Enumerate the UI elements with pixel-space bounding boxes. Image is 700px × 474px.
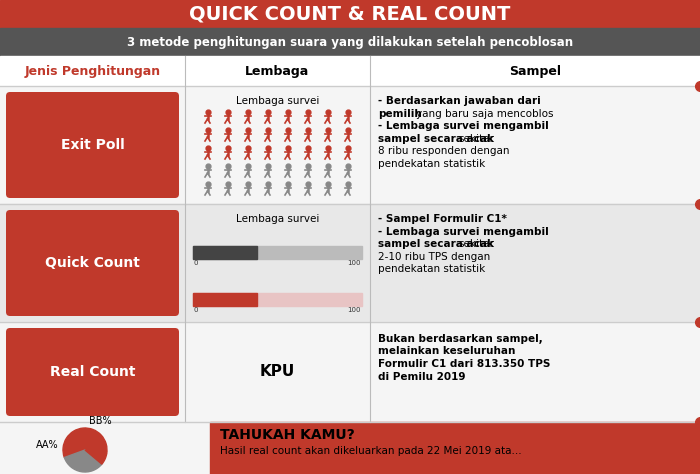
Bar [0,56,700,86]
Text: - Lembaga survei mengambil: - Lembaga survei mengambil [378,227,549,237]
Text: Lembaga survei: Lembaga survei [236,96,319,106]
Text: sampel secara acak: sampel secara acak [378,239,494,249]
Bar [0,322,700,422]
Text: di Pemilu 2019: di Pemilu 2019 [378,372,466,382]
Wedge shape [64,450,102,472]
Text: 8 ribu responden dengan: 8 ribu responden dengan [378,146,510,156]
Text: yang baru saja mencoblos: yang baru saja mencoblos [416,109,554,118]
Bar [0,204,700,322]
Text: Hasil real count akan dikeluarkan pada 22 Mei 2019 ata...: Hasil real count akan dikeluarkan pada 2… [220,446,522,456]
Bar [0,86,700,204]
Bar [0,28,700,56]
Bar [193,246,257,259]
Text: Bukan berdasarkan sampel,: Bukan berdasarkan sampel, [378,334,542,344]
Text: - Sampel Formulir C1*: - Sampel Formulir C1* [378,214,507,224]
Text: sekitar: sekitar [458,239,494,249]
Text: melainkan keseluruhan: melainkan keseluruhan [378,346,515,356]
Text: BB%: BB% [89,416,111,426]
Text: Quick Count: Quick Count [45,256,140,270]
Text: 3 metode penghitungan suara yang dilakukan setelah pencoblosan: 3 metode penghitungan suara yang dilakuk… [127,36,573,48]
Text: 100: 100 [347,260,361,266]
Text: Sampel: Sampel [509,64,561,78]
Text: TAHUKAH KAMU?: TAHUKAH KAMU? [220,428,355,442]
Text: 100: 100 [347,307,361,313]
Text: - Lembaga survei mengambil: - Lembaga survei mengambil [378,121,549,131]
Bar [210,422,700,474]
Bar [193,246,362,259]
Text: 2-10 ribu TPS dengan: 2-10 ribu TPS dengan [378,252,490,262]
Text: sampel secara acak: sampel secara acak [378,134,494,144]
Text: Lembaga: Lembaga [246,64,309,78]
Bar [0,0,700,28]
Text: Exit Poll: Exit Poll [61,138,125,152]
Text: Lembaga survei: Lembaga survei [236,214,319,224]
Text: pemilih: pemilih [378,109,421,118]
FancyBboxPatch shape [6,92,179,198]
Text: AA%: AA% [36,440,59,450]
Text: - Berdasarkan jawaban dari: - Berdasarkan jawaban dari [378,96,540,106]
Text: Formulir C1 dari 813.350 TPS: Formulir C1 dari 813.350 TPS [378,359,550,369]
Text: 0: 0 [194,260,199,266]
Wedge shape [85,450,106,464]
FancyBboxPatch shape [6,328,179,416]
Text: Jenis Penghitungan: Jenis Penghitungan [25,64,160,78]
Text: sekitar: sekitar [458,134,494,144]
Bar [0,422,210,474]
Text: KPU: KPU [260,365,295,380]
Wedge shape [63,428,107,457]
Bar [193,293,362,306]
FancyBboxPatch shape [6,210,179,316]
Text: Real Count: Real Count [50,365,135,379]
Text: pendekatan statistik: pendekatan statistik [378,264,485,274]
Text: QUICK COUNT & REAL COUNT: QUICK COUNT & REAL COUNT [189,4,511,24]
Text: 0: 0 [194,307,199,313]
Bar [193,293,257,306]
Text: pendekatan statistik: pendekatan statistik [378,158,485,168]
